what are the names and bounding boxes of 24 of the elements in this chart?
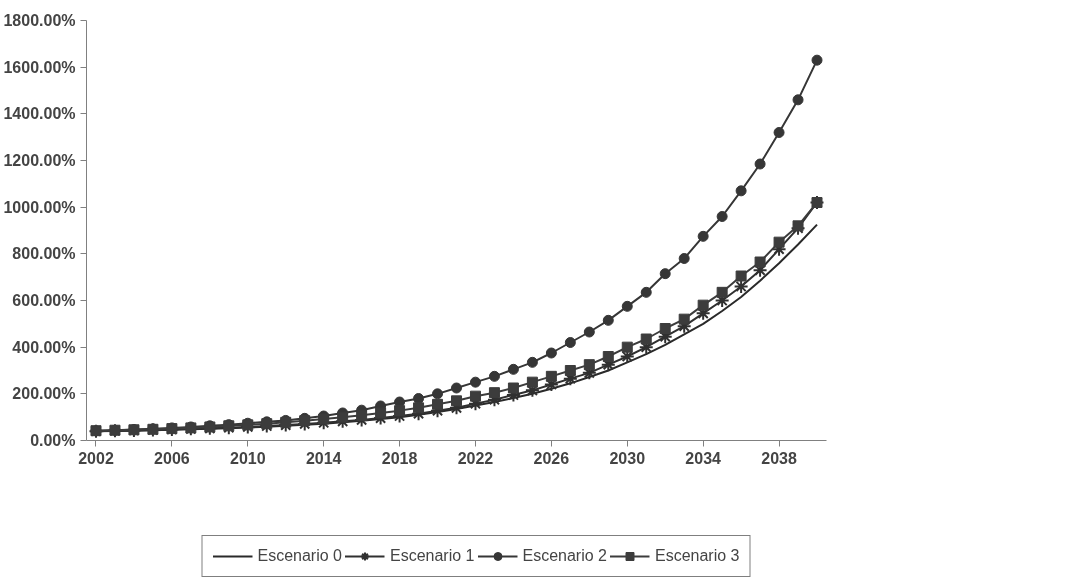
y-tick-label: 1200.00% bbox=[3, 152, 76, 169]
legend-label: Escenario 1 bbox=[389, 547, 475, 565]
y-tick-label: 1600.00% bbox=[3, 58, 76, 76]
y-tick-label: 1400.00% bbox=[3, 105, 76, 123]
x-tick-label: 2006 bbox=[154, 449, 190, 467]
x-tick-label: 2010 bbox=[229, 449, 266, 467]
y-tick-label: 1800.00% bbox=[3, 12, 76, 29]
y-tick-label: 600.00% bbox=[12, 292, 76, 309]
x-tick-label: 2018 bbox=[381, 449, 418, 467]
x-tick-label: 2030 bbox=[609, 449, 646, 467]
x-tick-label: 2034 bbox=[685, 449, 722, 467]
y-tick-label: 1000.00% bbox=[3, 198, 76, 216]
x-tick-label: 2026 bbox=[533, 449, 570, 467]
x-tick-label: 2002 bbox=[78, 449, 114, 467]
x-tick-label: 2014 bbox=[305, 449, 342, 467]
y-tick-label: 400.00% bbox=[12, 338, 76, 356]
legend-label: Escenario 0 bbox=[257, 547, 342, 565]
y-tick-label: 0.00% bbox=[30, 432, 76, 449]
x-tick-label: 2022 bbox=[457, 449, 494, 467]
legend-label: Escenario 3 bbox=[654, 547, 740, 565]
y-tick-label: 800.00% bbox=[12, 245, 76, 263]
legend-label: Escenario 2 bbox=[522, 547, 607, 565]
y-tick-label: 200.00% bbox=[12, 385, 76, 403]
x-tick-label: 2038 bbox=[761, 449, 797, 467]
